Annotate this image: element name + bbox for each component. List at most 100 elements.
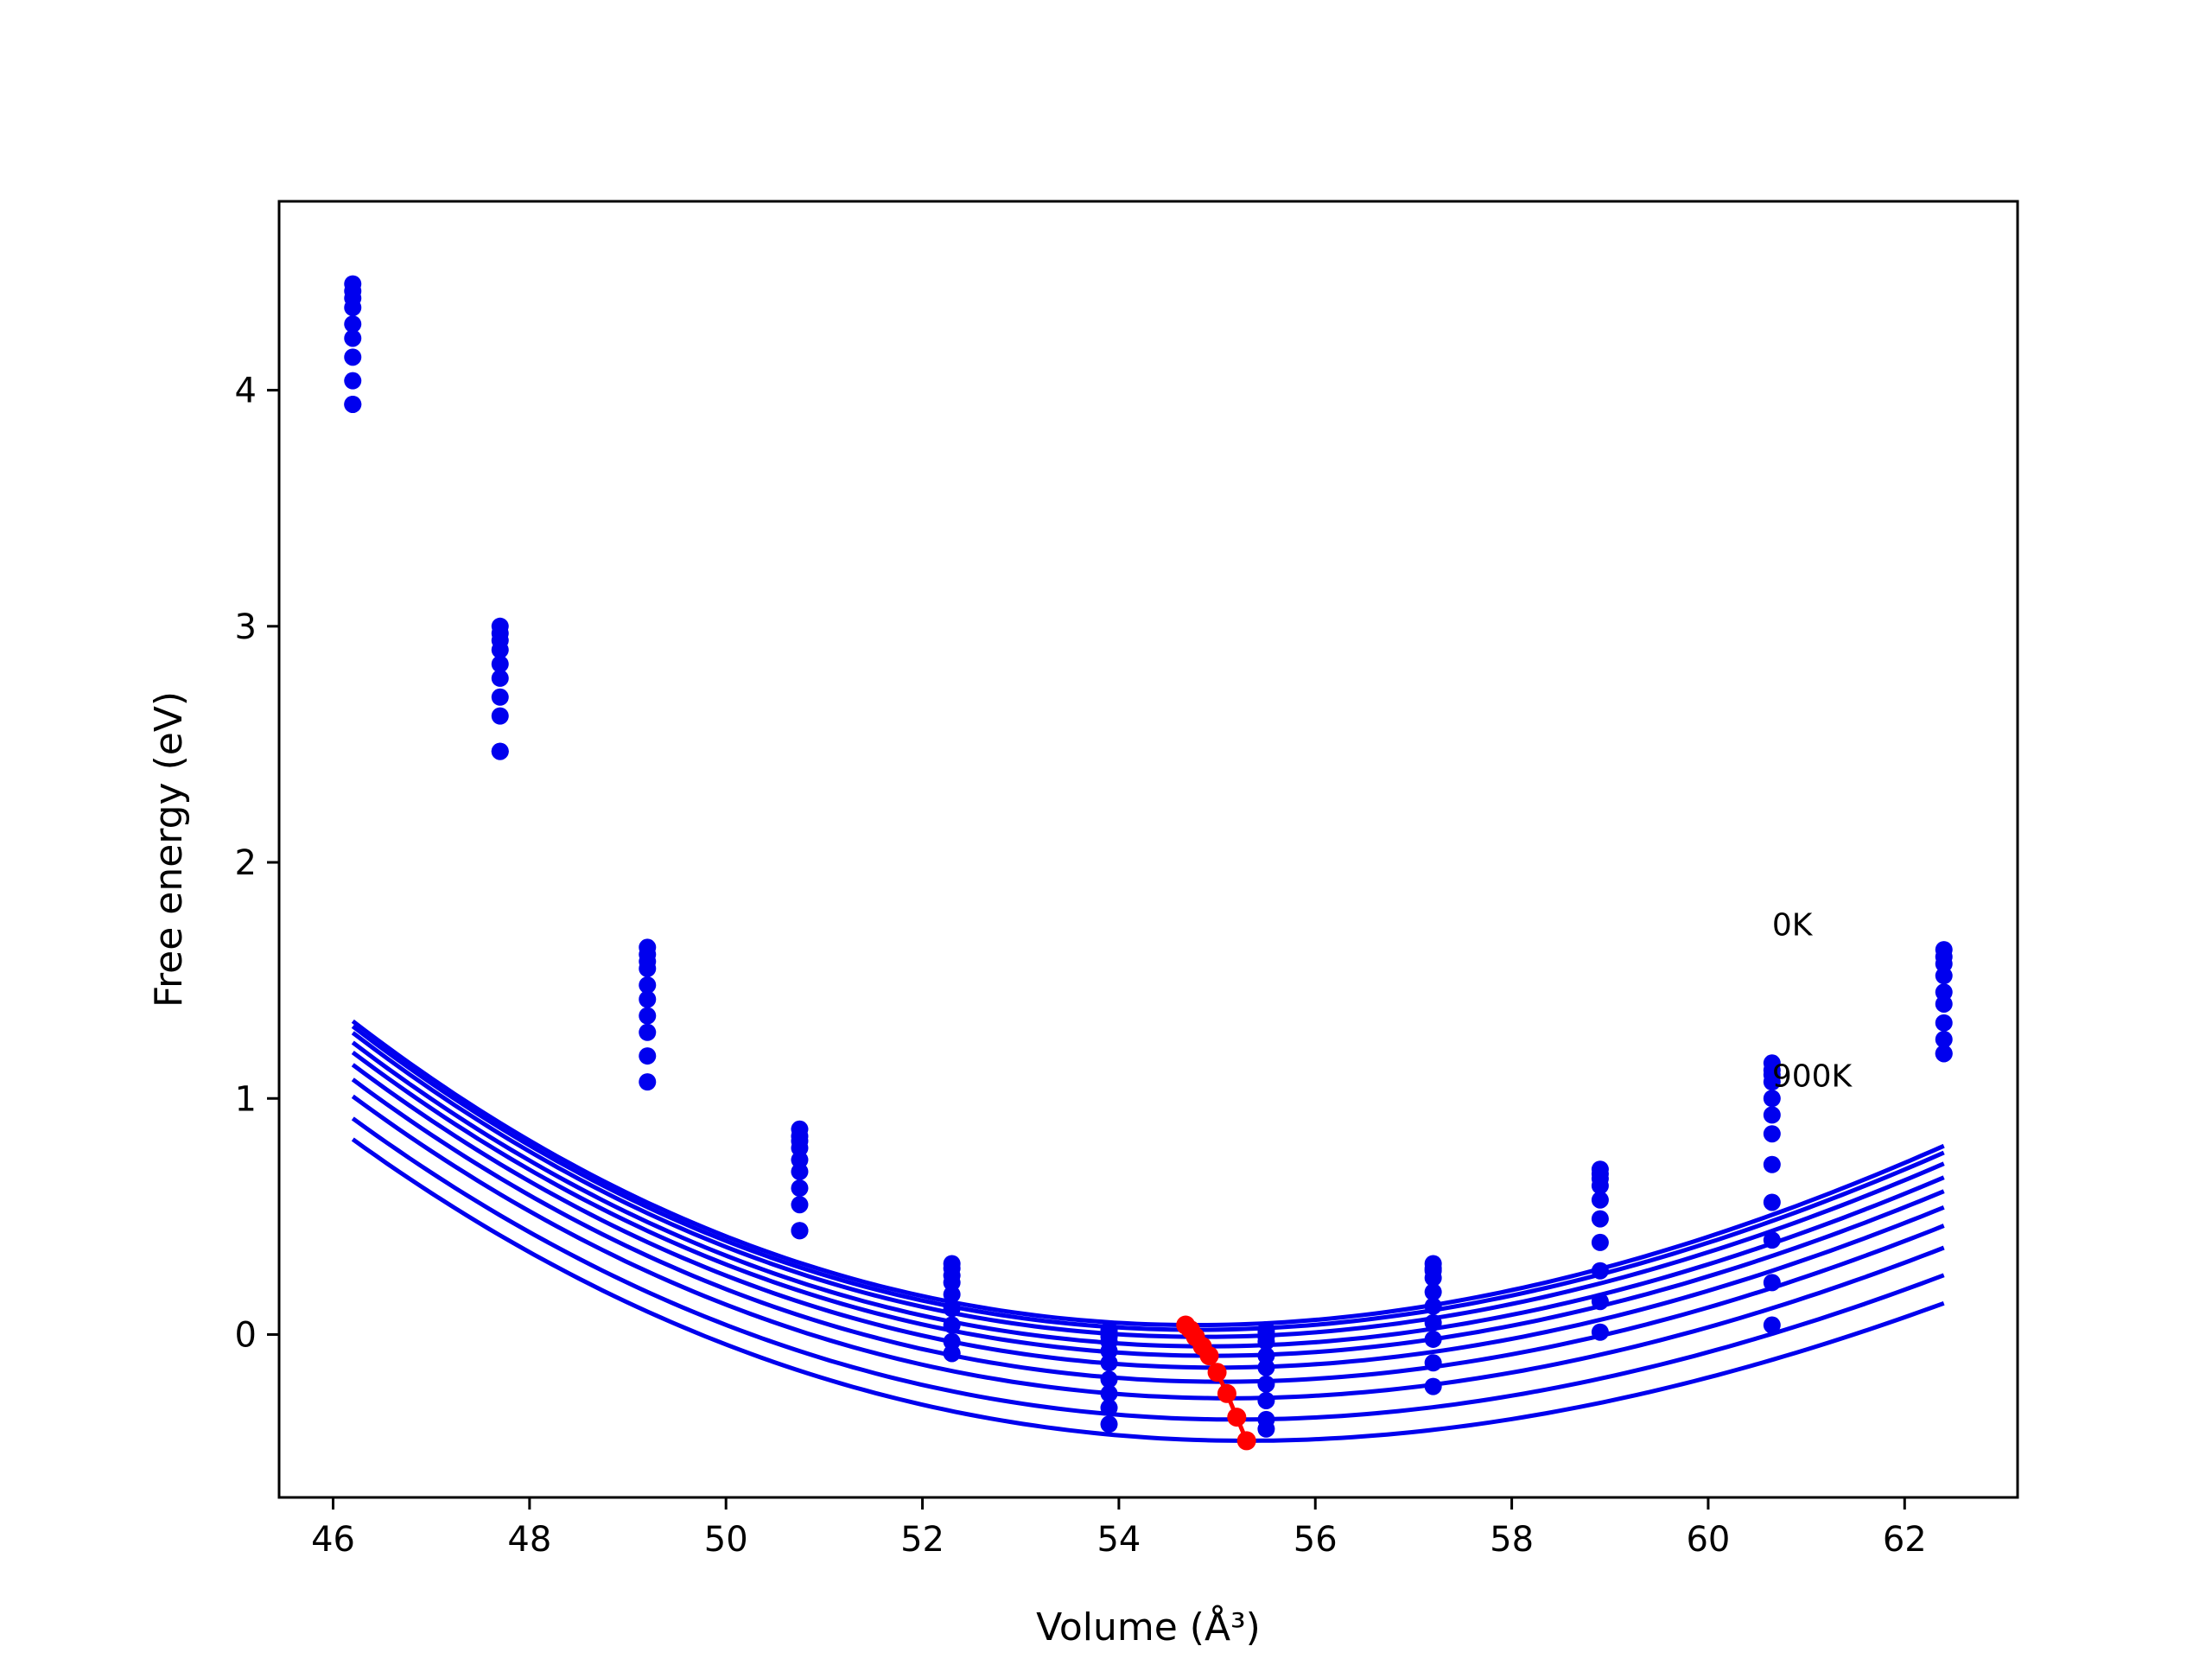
fit-curve-6 <box>351 1063 1945 1370</box>
data-point-s3-11 <box>1935 955 1953 973</box>
y-axis-label: Free energy (eV) <box>147 691 191 1007</box>
x-tick-label-56: 56 <box>1294 1520 1338 1560</box>
minimum-point-7 <box>1217 1383 1236 1403</box>
data-point-s8-5 <box>943 1332 961 1351</box>
data-point-s8-9 <box>1591 1262 1609 1280</box>
data-point-s8-8 <box>1424 1330 1442 1348</box>
minimum-point-6 <box>1207 1363 1227 1382</box>
data-point-s7-4 <box>791 1179 809 1198</box>
y-tick-label-3: 3 <box>235 607 257 647</box>
data-point-s4-5 <box>943 1274 961 1292</box>
data-point-s5-8 <box>1424 1283 1442 1301</box>
data-point-s6-4 <box>791 1162 809 1180</box>
data-point-s4-7 <box>1257 1332 1275 1351</box>
fit-curve-8 <box>351 1094 1945 1401</box>
data-point-s8-11 <box>1935 1030 1953 1048</box>
data-point-s8-7 <box>1257 1391 1275 1409</box>
data-point-s4-10 <box>1763 1073 1781 1091</box>
data-point-s5-9 <box>1591 1191 1609 1209</box>
data-point-s5-10 <box>1763 1090 1781 1108</box>
data-point-s8-6 <box>1100 1384 1118 1402</box>
data-point-s7-7 <box>1257 1375 1275 1393</box>
data-point-s10-11 <box>1935 1045 1953 1063</box>
data-point-s10-9 <box>1591 1323 1609 1341</box>
minimum-point-5 <box>1199 1346 1219 1366</box>
data-point-s7-8 <box>1424 1313 1442 1332</box>
data-point-s4-4 <box>791 1139 809 1157</box>
annotation-1: 0K <box>1772 908 1814 944</box>
data-point-s9-9 <box>1591 1293 1609 1311</box>
data-point-s4-8 <box>1424 1268 1442 1287</box>
data-point-s6-9 <box>1591 1210 1609 1228</box>
data-point-s10-8 <box>1424 1377 1442 1395</box>
y-axis: 0 1 2 3 4 <box>235 372 279 1355</box>
data-point-s10-5 <box>943 1344 961 1363</box>
y-tick-label-0: 0 <box>235 1315 257 1355</box>
data-point-s5-2 <box>491 655 509 673</box>
data-point-s8-2 <box>491 707 509 725</box>
data-point-s8-1 <box>344 372 362 390</box>
data-point-s10-10 <box>1763 1231 1781 1249</box>
x-tick-label-60: 60 <box>1686 1520 1730 1560</box>
x-tick-label-50: 50 <box>704 1520 748 1560</box>
data-point-s4-9 <box>1591 1177 1609 1195</box>
annotation-2: 900K <box>1772 1059 1853 1095</box>
data-point-s10-4 <box>791 1222 809 1240</box>
data-point-s6-8 <box>1424 1297 1442 1315</box>
data-point-s6-7 <box>1257 1358 1275 1376</box>
x-axis: 46 48 50 52 54 56 58 60 62 <box>311 1497 1927 1560</box>
data-point-s7-10 <box>1763 1125 1781 1143</box>
data-point-s7-5 <box>943 1316 961 1334</box>
fit-curve-10 <box>351 1137 1945 1443</box>
data-point-s7-3 <box>639 1007 657 1025</box>
data-point-s7-1 <box>344 348 362 366</box>
x-tick-label-48: 48 <box>507 1520 551 1560</box>
data-point-s10-3 <box>639 1073 657 1091</box>
data-point-s4-1 <box>344 298 362 316</box>
data-point-s8-10 <box>1763 1155 1781 1173</box>
data-point-s7-6 <box>1100 1370 1118 1389</box>
plot-marks: 0K 900K <box>344 275 1953 1451</box>
x-tick-label-46: 46 <box>311 1520 355 1560</box>
data-point-s8-4 <box>791 1196 809 1214</box>
data-point-s4-11 <box>1935 967 1953 985</box>
plot-frame <box>277 200 2019 1499</box>
data-point-s6-2 <box>491 669 509 687</box>
data-point-s10-1 <box>344 395 362 413</box>
y-tick-label-1: 1 <box>235 1079 257 1119</box>
data-point-s5-6 <box>1100 1342 1118 1360</box>
y-tick-label-2: 2 <box>235 843 257 883</box>
data-point-s7-11 <box>1935 1014 1953 1032</box>
y-tick-label-4: 4 <box>235 372 257 411</box>
data-point-s7-2 <box>491 688 509 706</box>
data-point-s5-7 <box>1257 1347 1275 1365</box>
data-point-s6-6 <box>1100 1354 1118 1372</box>
x-tick-label-58: 58 <box>1490 1520 1534 1560</box>
data-point-s5-3 <box>639 976 657 995</box>
x-tick-label-52: 52 <box>900 1520 944 1560</box>
fit-curve-3 <box>351 1031 1945 1339</box>
data-point-s6-11 <box>1935 995 1953 1013</box>
data-point-s7-9 <box>1591 1233 1609 1251</box>
fit-curve-7 <box>351 1077 1945 1384</box>
data-point-s9-10 <box>1763 1193 1781 1211</box>
data-point-s5-1 <box>344 315 362 334</box>
data-point-s9-6 <box>1100 1399 1118 1417</box>
data-point-extra-2 <box>1763 1316 1781 1334</box>
fit-curve-9 <box>351 1116 1945 1422</box>
data-point-s9-3 <box>639 1047 657 1065</box>
data-point-s8-3 <box>639 1023 657 1041</box>
fit-curve-2 <box>351 1024 1945 1332</box>
data-point-s10-7 <box>1257 1420 1275 1438</box>
x-tick-label-62: 62 <box>1883 1520 1927 1560</box>
data-point-s5-11 <box>1935 983 1953 1001</box>
data-point-s4-3 <box>639 959 657 977</box>
data-point-s5-4 <box>791 1151 809 1169</box>
x-tick-label-54: 54 <box>1096 1520 1141 1560</box>
data-point-s6-3 <box>639 990 657 1008</box>
fit-curve-1 <box>351 1019 1945 1327</box>
data-point-s6-5 <box>943 1300 961 1318</box>
data-point-s4-2 <box>491 641 509 659</box>
fit-curve-5 <box>351 1050 1945 1358</box>
data-point-s5-5 <box>943 1286 961 1304</box>
